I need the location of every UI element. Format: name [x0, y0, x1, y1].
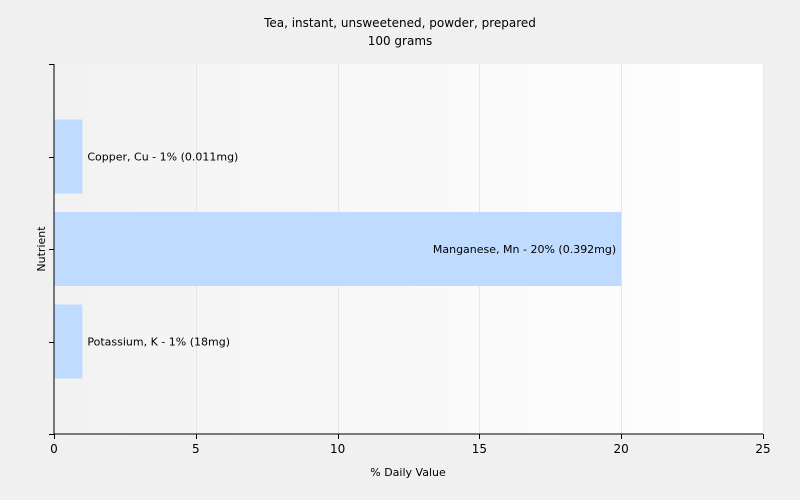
bar-label: Potassium, K - 1% (18mg) — [87, 336, 230, 349]
x-tick-label: 5 — [192, 442, 200, 456]
bar — [54, 212, 622, 286]
x-tick-label: 20 — [614, 442, 629, 456]
x-tick-label: 10 — [330, 442, 345, 456]
chart-title: Tea, instant, unsweetened, powder, prepa… — [263, 16, 536, 30]
x-axis-title: % Daily Value — [370, 466, 446, 479]
x-axis-ticks: 0 5 10 15 20 25 — [50, 434, 771, 456]
bars — [54, 119, 622, 379]
bar-label: Copper, Cu - 1% (0.011mg) — [87, 151, 238, 164]
y-axis-title: Nutrient — [35, 226, 48, 272]
x-tick-label: 25 — [755, 442, 770, 456]
bar — [54, 304, 83, 379]
bar — [54, 119, 83, 194]
y-axis-ticks — [49, 64, 54, 435]
chart-subtitle: 100 grams — [368, 34, 433, 48]
x-tick-label: 0 — [50, 442, 58, 456]
bar-label: Manganese, Mn - 20% (0.392mg) — [433, 243, 616, 256]
bar-labels: Copper, Cu - 1% (0.011mg) Manganese, Mn -… — [87, 151, 616, 349]
x-tick-label: 15 — [472, 442, 487, 456]
